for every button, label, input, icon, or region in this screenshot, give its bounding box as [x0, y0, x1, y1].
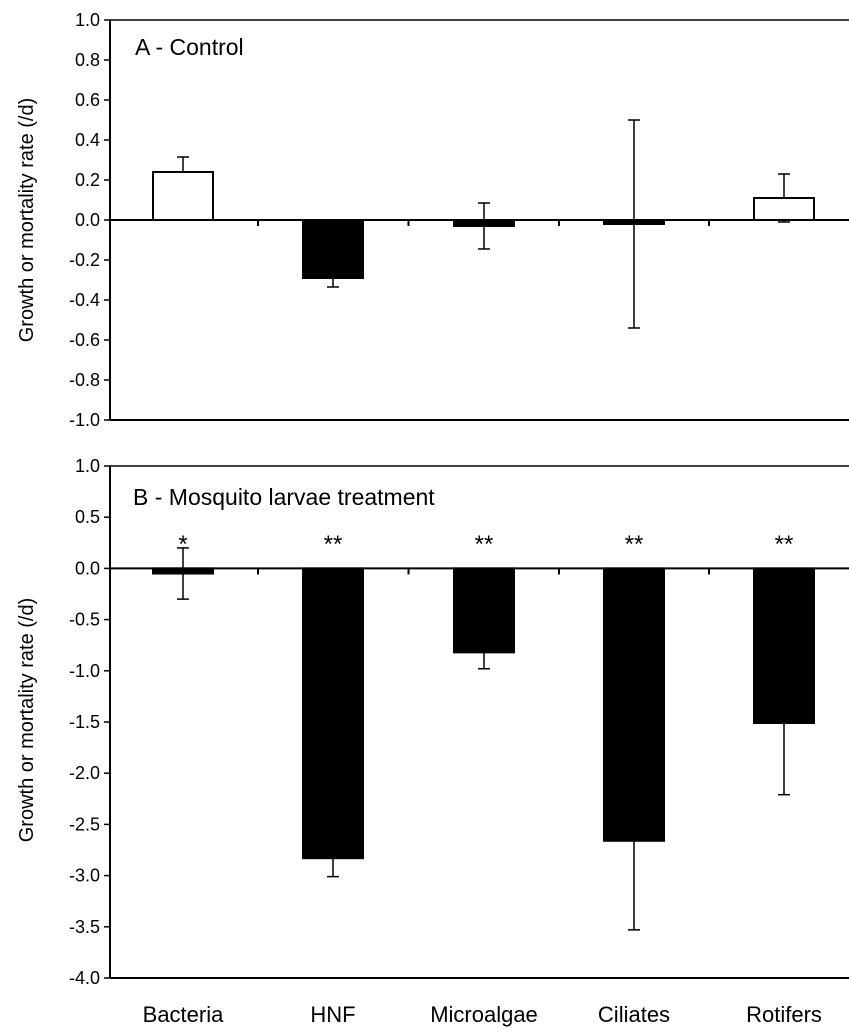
- panel-b-y-tick-label: -3.5: [69, 917, 100, 937]
- panel-b-significance-marker: **: [324, 531, 343, 558]
- panel-b-y-tick-label: 1.0: [75, 456, 100, 476]
- panel-a-y-tick-label: 0.8: [75, 50, 100, 70]
- panel-a-y-axis-label: Growth or mortality rate (/d): [16, 98, 38, 343]
- panel-a-y-tick-label: -1.0: [69, 410, 100, 430]
- panel-a-y-tick-label: 0.2: [75, 170, 100, 190]
- x-category-label-microalgae: Microalgae: [430, 1002, 538, 1027]
- panel-a-y-tick-label: 0.4: [75, 130, 100, 150]
- x-category-label-bacteria: Bacteria: [143, 1002, 224, 1027]
- panel-b-significance-marker: **: [625, 531, 644, 558]
- panel-b-bar-ciliates: [603, 567, 665, 842]
- panel-b-bar-microalgae: [453, 567, 515, 654]
- x-category-label-rotifers: Rotifers: [746, 1002, 822, 1027]
- panel-a-y-tick-label: -0.2: [69, 250, 100, 270]
- panel-a-y-tick-label: 0.6: [75, 90, 100, 110]
- panel-b-y-tick-label: 0.5: [75, 507, 100, 527]
- panel-b-y-tick-label: -2.0: [69, 763, 100, 783]
- panel-b-mosquito-larvae-treatment: B - Mosquito larvae treatment Growth or …: [16, 456, 849, 988]
- panel-b-y-axis-label: Growth or mortality rate (/d): [16, 598, 38, 843]
- panel-a-bar-bacteria: [152, 171, 214, 221]
- panel-a-control: A - Control Growth or mortality rate (/d…: [16, 10, 849, 430]
- x-category-label-hnf: HNF: [310, 1002, 355, 1027]
- panel-b-significance-marker: *: [178, 531, 187, 558]
- panel-b-significance-marker: **: [775, 531, 794, 558]
- panel-b-significance-marker: **: [475, 531, 494, 558]
- panel-b-y-tick-label: -3.0: [69, 866, 100, 886]
- panel-b-y-tick-label: -0.5: [69, 610, 100, 630]
- panel-a-y-tick-label: -0.8: [69, 370, 100, 390]
- x-category-label-ciliates: Ciliates: [598, 1002, 670, 1027]
- panel-a-y-tick-label: 0.0: [75, 210, 100, 230]
- panel-a-y-tick-label: -0.4: [69, 290, 100, 310]
- panel-b-y-tick-label: -1.5: [69, 712, 100, 732]
- panel-b-bar-hnf: [302, 567, 364, 860]
- x-axis-category-labels: Bacteria HNF Microalgae Ciliates Rotifers: [143, 1002, 822, 1027]
- panel-a-title: A - Control: [135, 34, 244, 60]
- panel-a-bar-hnf: [302, 219, 364, 279]
- panel-b-title: B - Mosquito larvae treatment: [133, 484, 435, 510]
- panel-a-y-tick-label: -0.6: [69, 330, 100, 350]
- panel-a-y-tick-label: 1.0: [75, 10, 100, 30]
- panel-b-y-tick-label: 0.0: [75, 558, 100, 578]
- panel-a-bar-rotifers: [753, 197, 815, 221]
- panel-b-y-tick-label: -1.0: [69, 661, 100, 681]
- panel-b-bar-rotifers: [753, 567, 815, 725]
- panel-b-y-tick-label: -4.0: [69, 968, 100, 988]
- panel-b-y-tick-label: -2.5: [69, 814, 100, 834]
